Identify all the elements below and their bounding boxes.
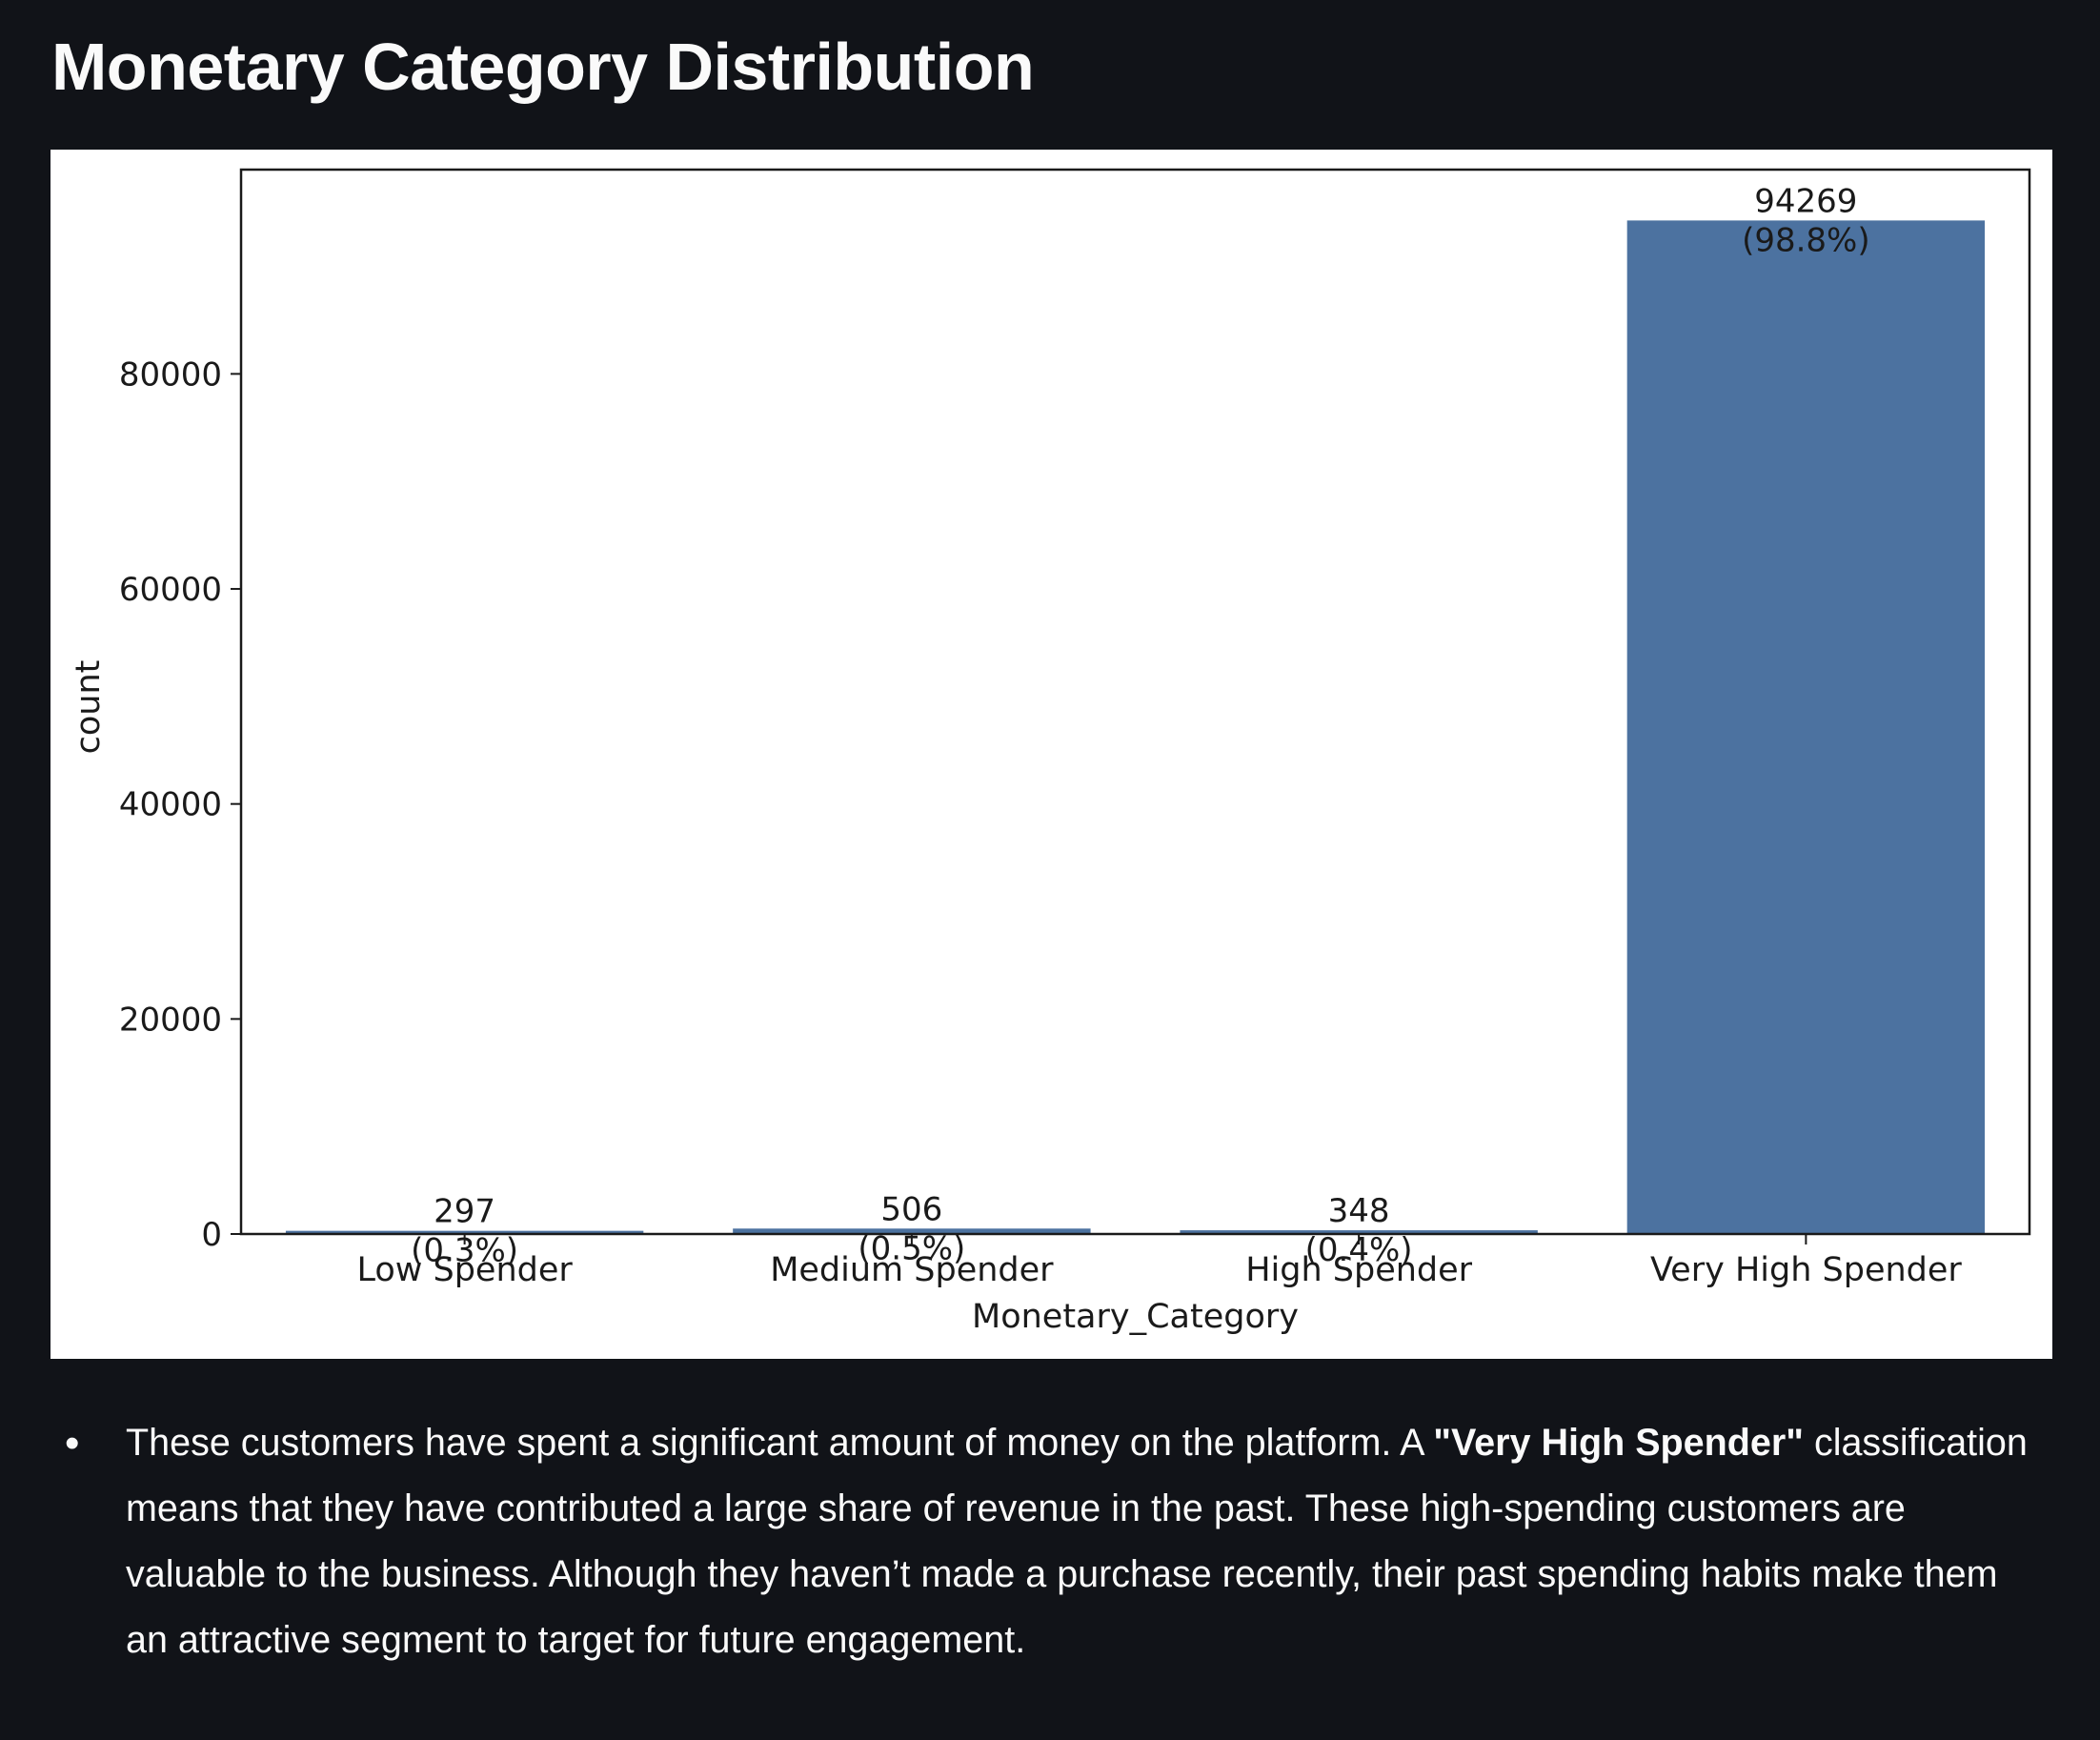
data-label-count-1: 506 <box>880 1190 942 1228</box>
data-label-pct-0: (0.3%) <box>411 1232 518 1270</box>
plot-frame <box>239 168 2031 1236</box>
x-tick-label-0: Low Spender <box>356 1251 573 1289</box>
bar-3 <box>1626 220 1986 1235</box>
page-title: Monetary Category Distribution <box>51 30 1035 104</box>
chart-svg: 0 20000 40000 60000 80000 Low Spender Medium S… <box>70 168 2031 1336</box>
y-tick-label-0: 0 <box>201 1216 222 1254</box>
x-tick-label-1: Medium Spender <box>770 1251 1054 1289</box>
bar-2 <box>1180 1230 1538 1234</box>
bar-chart: 0 20000 40000 60000 80000 Low Spender Medium S… <box>50 150 2052 1359</box>
bar-0 <box>285 1230 644 1234</box>
bar-1 <box>733 1228 1091 1234</box>
y-tick-label-4: 80000 <box>119 355 222 394</box>
data-label-pct-1: (0.5%) <box>858 1229 965 1267</box>
y-tick-label-1: 20000 <box>119 1001 222 1039</box>
y-axis-label: count <box>70 660 108 755</box>
insight-bold: "Very High Spender" <box>1433 1422 1804 1464</box>
y-tick-label-2: 40000 <box>119 786 222 824</box>
x-tick-label-3: Very High Spender <box>1650 1251 1962 1289</box>
data-label-pct-2: (0.4%) <box>1305 1231 1413 1269</box>
data-label-count-3: 94269 <box>1754 182 1857 220</box>
data-label-count-2: 348 <box>1328 1192 1390 1230</box>
insight-text-end: classification means that they have cont… <box>126 1422 2028 1661</box>
bullet-icon: • <box>65 1420 80 1467</box>
insight-text-start: These customers have spent a significant… <box>126 1422 1434 1464</box>
data-label-pct-3: (98.8%) <box>1742 221 1870 259</box>
insights-list: • These customers have spent a significa… <box>61 1410 2043 1673</box>
insight-item: • These customers have spent a significa… <box>61 1410 2043 1673</box>
x-axis-label: Monetary_Category <box>972 1298 1299 1336</box>
y-tick-label-3: 60000 <box>119 571 222 609</box>
x-tick-label-2: High Spender <box>1245 1251 1472 1289</box>
data-label-count-0: 297 <box>434 1193 495 1231</box>
